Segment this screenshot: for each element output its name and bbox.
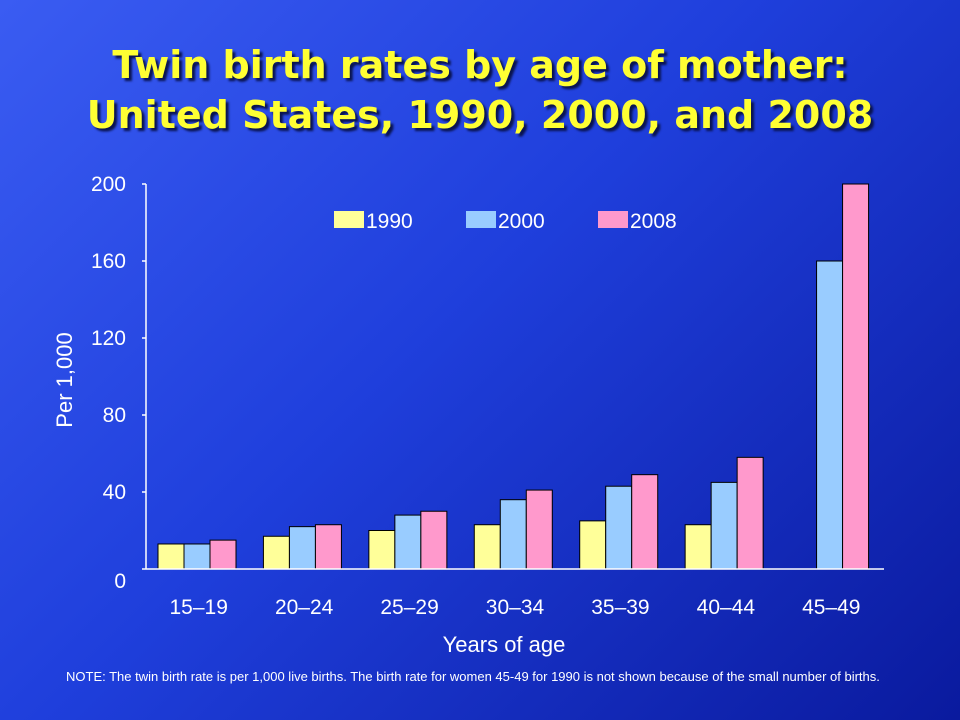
y-tick-label: 200 <box>91 173 126 196</box>
y-tick-label: 40 <box>103 481 126 504</box>
x-tick-label: 35–39 <box>591 596 649 619</box>
bar-2008-35–39 <box>631 474 659 570</box>
x-tick-label: 25–29 <box>380 596 438 619</box>
bar-1990-20–24 <box>262 535 290 570</box>
y-tick-label: 160 <box>91 250 126 273</box>
bar-2000-25–29 <box>394 514 422 570</box>
bar-1990-15–19 <box>157 543 185 570</box>
x-tick-label: 30–34 <box>486 596 545 619</box>
bar-2008-25–29 <box>420 510 448 570</box>
legend-swatch-2008 <box>598 211 628 228</box>
legend-label-1990: 1990 <box>366 210 413 233</box>
bar-1990-30–34 <box>473 524 501 570</box>
bar-2000-45–49 <box>816 260 844 570</box>
x-tick-label: 45–49 <box>802 596 860 619</box>
title-line-2: United States, 1990, 2000, and 2008 <box>86 93 874 137</box>
x-tick-label: 40–44 <box>697 596 756 619</box>
y-tick-label: 80 <box>103 404 126 427</box>
chart-title: Twin birth rates by age of mother: Unite… <box>0 40 960 140</box>
bar-2000-40–44 <box>710 481 738 570</box>
legend-swatch-2000 <box>466 211 496 228</box>
bar-1990-40–44 <box>684 524 712 570</box>
x-axis-title: Years of age <box>443 632 566 657</box>
x-tick-label: 20–24 <box>275 596 334 619</box>
x-tick-label: 15–19 <box>170 596 228 619</box>
legend-label-2000: 2000 <box>498 210 545 233</box>
bar-1990-35–39 <box>579 520 607 570</box>
bar-2000-30–34 <box>499 499 527 570</box>
bar-2008-15–19 <box>209 539 237 570</box>
legend-label-2008: 2008 <box>630 210 677 233</box>
bar-2000-15–19 <box>183 543 211 570</box>
bar-2008-20–24 <box>314 524 342 570</box>
bar-2008-45–49 <box>842 183 870 570</box>
chart-note: NOTE: The twin birth rate is per 1,000 l… <box>66 669 880 684</box>
bar-2000-35–39 <box>605 485 633 570</box>
title-line-1: Twin birth rates by age of mother: <box>112 43 848 87</box>
y-tick-label: 120 <box>91 327 126 350</box>
bar-2000-20–24 <box>288 526 316 570</box>
y-tick-label: 0 <box>114 570 126 593</box>
bar-1990-25–29 <box>368 530 396 570</box>
y-axis-title: Per 1,000 <box>52 332 77 427</box>
bar-2008-30–34 <box>525 489 553 570</box>
legend-swatch-1990 <box>334 211 364 228</box>
bar-2008-40–44 <box>736 456 764 570</box>
